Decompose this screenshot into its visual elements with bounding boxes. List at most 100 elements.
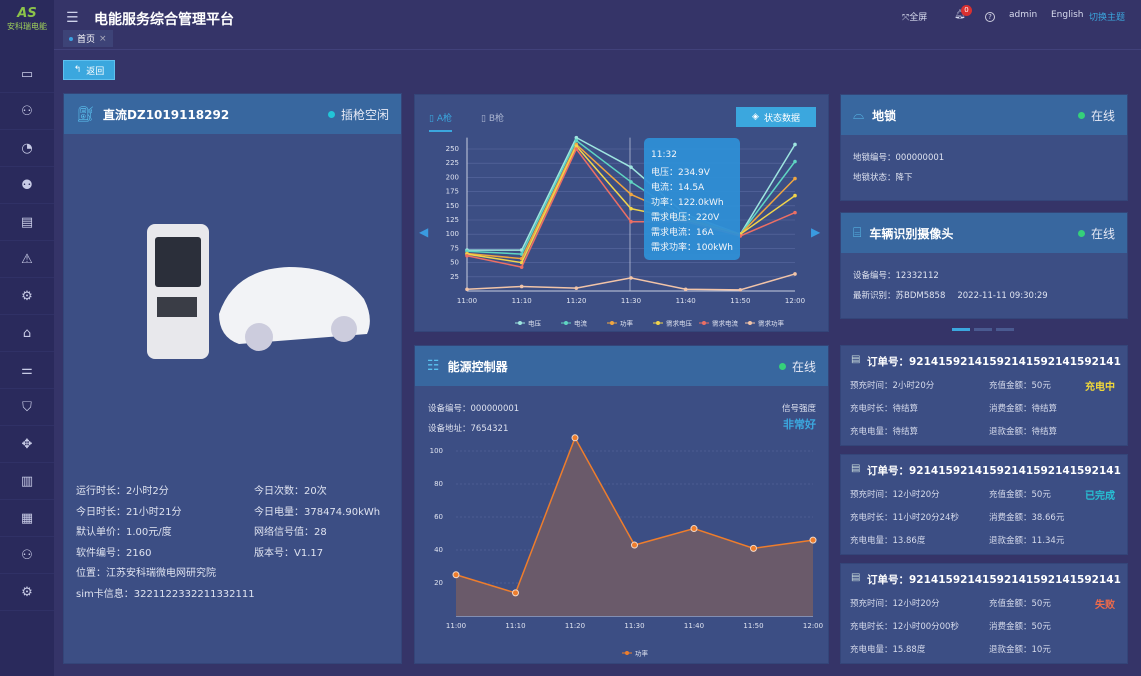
sidebar-item-topology[interactable]: ⚇ (0, 93, 54, 130)
tab-gun-a[interactable]: ▯ A枪 (429, 111, 452, 132)
order-card[interactable]: ▤ 订单号：9214159214159214159214159214​1 充电中… (840, 345, 1128, 446)
order-field: 消费金额：50元 (989, 622, 1051, 632)
sidebar-item-gift[interactable]: ⌂ (0, 315, 54, 352)
energy-header: ☷ 能源控制器 在线 (415, 346, 828, 386)
sidebar-item-org[interactable]: ⚇ (0, 537, 54, 574)
notification-button[interactable]: 🔔︎ 0 (954, 5, 972, 20)
logo: AS 安科瑞电能 (7, 6, 47, 31)
data-point (793, 142, 797, 147)
y-tick-label: 100 (430, 447, 443, 455)
sidebar-item-shield[interactable]: ⛉ (0, 389, 54, 426)
menu-toggle-icon[interactable]: ☰ (66, 10, 79, 26)
data-point (512, 589, 519, 597)
order-field: 充值金额：50元 (989, 381, 1051, 391)
sidebar-item-alert[interactable]: ⚠ (0, 241, 54, 278)
data-point (574, 144, 579, 148)
charger-header: ⛽︎ 直流DZ1019118292 插枪空闲 (64, 94, 401, 134)
data-point (519, 265, 524, 269)
prev-arrow-icon[interactable]: ◀ (419, 225, 429, 239)
fullscreen-icon: ⤧ (902, 13, 910, 23)
order-card[interactable]: ▤ 订单号：92141592141592141592141592141 失败 预… (840, 563, 1128, 664)
tab-gun-b[interactable]: ▯ B枪 (481, 114, 505, 124)
sidebar-item-users[interactable]: ⚉ (0, 167, 54, 204)
data-point (793, 272, 797, 276)
sidebar-item-pie-chart[interactable]: ◔ (0, 130, 54, 167)
order-field: 充值金额：50元 (989, 490, 1051, 500)
legend-label: 电压 (528, 319, 542, 328)
sidebar-item-storage[interactable]: ▦ (0, 500, 54, 537)
x-tick-label: 11:50 (730, 297, 750, 305)
sidebar-item-gear[interactable]: ⚙ (0, 574, 54, 611)
legend-marker (610, 321, 614, 325)
topology-icon: ⚇ (21, 103, 33, 119)
legend-marker (748, 321, 752, 325)
language-switch[interactable]: English (1051, 10, 1084, 20)
fullscreen-button[interactable]: ⤧全屏 (902, 13, 928, 23)
order-field: 消费金额：38.66元 (989, 513, 1065, 523)
legend-marker (518, 321, 522, 325)
tooltip-line: 电流：14.5A (651, 183, 705, 193)
charger-icon: ⛽︎ (76, 105, 96, 123)
charger-title: 直流DZ1019118292 (103, 107, 230, 122)
sidebar-item-monitor[interactable]: ▭ (0, 56, 54, 93)
y-tick-label: 80 (434, 480, 443, 488)
y-tick-label: 40 (434, 546, 443, 554)
data-point (465, 287, 469, 292)
x-tick-label: 11:10 (512, 297, 532, 305)
order-no: 订单号：92141592141592141592141592141 (867, 574, 1121, 586)
data-point (750, 544, 757, 552)
order-status: 已完成 (1085, 491, 1115, 502)
charger-info: 版本号：V1.17 (254, 547, 324, 559)
charger-info: 运行时长：2小时2分 (76, 486, 169, 497)
tab-home[interactable]: 首页 × (63, 30, 113, 47)
legend-marker (625, 651, 629, 655)
org-icon: ⚇ (21, 547, 33, 563)
camera-icon: ⌸ (853, 225, 862, 241)
gun-chart-panel: ▯ A枪 ▯ B枪 ◈ 状态数据 ◀ ▶ 25 50 75 100 125 150 175 20… (414, 94, 829, 332)
user-menu[interactable]: admin (1009, 10, 1038, 20)
x-tick-label: 11:30 (621, 297, 641, 305)
page-title: 电能服务综合管理平台 (94, 12, 234, 28)
order-field: 充电时长：11小时20分24秒 (850, 513, 959, 523)
sidebar-item-report[interactable]: ▥ (0, 463, 54, 500)
data-point (629, 206, 633, 211)
x-tick-label: 11:30 (624, 622, 644, 630)
status-data-button[interactable]: ◈ 状态数据 (736, 107, 816, 127)
order-card[interactable]: ▤ 订单号：92141592141592141592141592141 已完成 … (840, 454, 1128, 555)
data-point (629, 276, 633, 280)
help-icon[interactable]: ? (985, 12, 995, 22)
sliders-icon: ⚌ (21, 362, 33, 378)
carousel-dots[interactable] (952, 328, 1014, 331)
report-icon: ▥ (20, 473, 34, 489)
shield-icon: ⛉ (22, 399, 32, 415)
users-icon: ⚉ (21, 177, 33, 193)
data-point (793, 159, 797, 164)
theme-switch[interactable]: 切换主题 (1089, 13, 1126, 23)
sidebar-item-document[interactable]: ▤ (0, 204, 54, 241)
charger-info: 网络信号值：28 (254, 527, 327, 538)
order-status: 充电中 (1085, 382, 1115, 393)
back-button[interactable]: ↰ 返回 (63, 60, 115, 80)
online-dot (1077, 229, 1085, 237)
series-line (466, 139, 796, 255)
order-field: 充电时长：待结算 (850, 404, 919, 414)
tooltip-line: 需求电流：16A (651, 228, 714, 238)
y-tick-label: 225 (446, 159, 459, 167)
ground-lock-panel: ⌓ 地锁 在线 地锁编号：000000001 地锁状态：降下 (840, 94, 1128, 201)
x-tick-label: 12:00 (785, 297, 805, 305)
data-point (452, 571, 460, 579)
energy-status: 在线 (791, 359, 816, 374)
lock-no: 地锁编号：000000001 (853, 153, 945, 163)
order-field: 预充时间：2小时20分 (850, 381, 935, 391)
order-field: 充电电量：15.88度 (850, 645, 926, 655)
next-arrow-icon[interactable]: ▶ (811, 225, 821, 239)
y-tick-label: 75 (450, 244, 459, 252)
data-point (690, 525, 698, 533)
sidebar-item-plugin[interactable]: ✥ (0, 426, 54, 463)
plugin-icon: ✥ (21, 436, 33, 452)
online-dot (778, 362, 786, 370)
sidebar-item-sliders[interactable]: ⚌ (0, 352, 54, 389)
sidebar-item-settings-network[interactable]: ⚙ (0, 278, 54, 315)
close-icon[interactable]: × (99, 33, 107, 44)
tooltip-line: 需求功率：100kWh (651, 243, 733, 253)
